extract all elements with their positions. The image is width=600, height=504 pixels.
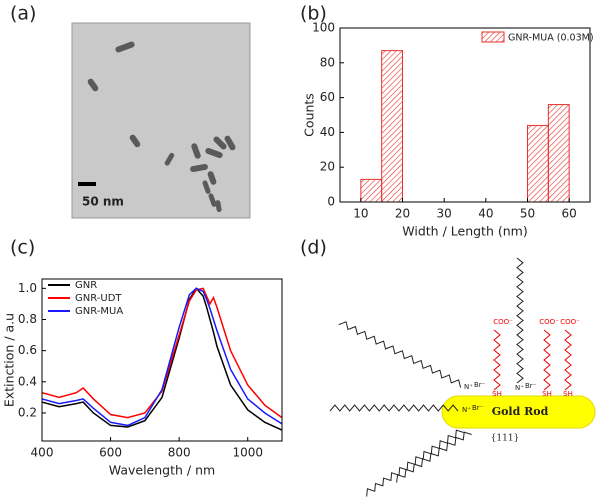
y-axis-label: Extinction / a.u: [2, 313, 17, 407]
carboxylate: COO⁻: [493, 318, 513, 326]
x-tick-label: 50: [520, 207, 535, 221]
y-tick-label: 100: [312, 21, 335, 35]
panel-label: (d): [300, 237, 327, 259]
carboxylate: COO⁻: [539, 318, 559, 326]
x-tick-label: 1000: [232, 446, 263, 460]
ctab-chain: [516, 257, 524, 384]
legend-label: GNR-MUA: [75, 306, 123, 317]
x-axis-label: Width / Length (nm): [402, 224, 527, 239]
ctab-chain: [338, 321, 462, 388]
y-tick-label: 1.0: [18, 281, 37, 295]
ctab-chain: [366, 429, 464, 497]
ammonium: N⁺: [464, 383, 473, 391]
scale-bar-label: 50 nm: [82, 195, 124, 209]
y-axis-label: Counts: [302, 93, 317, 137]
thiol: SH: [492, 390, 502, 398]
line: [41, 287, 283, 431]
y-tick-label: 80: [320, 55, 335, 69]
bromide: Br⁻: [474, 381, 486, 389]
ammonium: N⁺: [462, 406, 471, 414]
rod-label: Gold Rod: [492, 405, 549, 418]
y-tick-label: 0.2: [18, 405, 37, 419]
carboxylate: COO⁻: [560, 318, 580, 326]
y-tick-label: 0.8: [18, 312, 37, 326]
thiol-chain: [543, 329, 551, 391]
x-tick-label: 600: [99, 446, 122, 460]
x-tick-label: 400: [31, 446, 54, 460]
ctab-chain: [396, 431, 472, 483]
x-tick-label: 40: [478, 207, 493, 221]
bar: [547, 104, 570, 203]
bromide: Br⁻: [472, 404, 484, 412]
thiol-chain: [564, 329, 572, 391]
y-tick-label: 20: [320, 160, 335, 174]
panel-label: (c): [10, 237, 35, 259]
plot-frame: [41, 278, 283, 442]
gold-rod: [441, 395, 596, 429]
x-axis-label: Wavelength / nm: [109, 463, 215, 478]
legend-label: GNR-UDT: [75, 293, 122, 304]
line: [41, 287, 283, 419]
y-tick-label: 60: [320, 90, 335, 104]
y-tick-label: 40: [320, 125, 335, 139]
nanorods: [87, 41, 236, 213]
ctab-chain: [329, 404, 459, 412]
x-tick-label: 20: [395, 207, 410, 221]
thiol: SH: [542, 390, 552, 398]
thiol: SH: [563, 390, 573, 398]
x-tick-label: 10: [353, 207, 368, 221]
bromide: Br⁻: [525, 382, 537, 390]
y-tick-label: 0: [327, 195, 335, 209]
ammonium: N⁺: [515, 384, 524, 392]
facet-label: {111}: [491, 434, 520, 444]
y-tick-label: 0.6: [18, 343, 37, 357]
x-tick-label: 60: [562, 207, 577, 221]
legend-swatch: [481, 31, 505, 43]
line: [41, 287, 283, 427]
bar: [360, 178, 383, 203]
diagram: Gold Rod {111} N⁺ Br⁻ N⁺ Br⁻N⁺ Br⁻SHCOO⁻SHCO…: [329, 257, 596, 497]
x-tick-label: 30: [437, 207, 452, 221]
plot-frame: [339, 27, 591, 203]
y-tick-label: 0.4: [18, 374, 37, 388]
legend-label: GNR: [75, 280, 97, 291]
scale-bar: [78, 182, 96, 186]
panel-label: (b): [300, 3, 327, 25]
tem-image: 50 nm: [71, 22, 251, 219]
panel-label: (a): [10, 3, 36, 25]
legend-label: GNR-MUA (0.03M): [508, 33, 594, 44]
bar: [381, 50, 403, 203]
bar: [527, 124, 549, 203]
thiol-chain: [493, 329, 501, 391]
x-tick-label: 800: [168, 446, 191, 460]
